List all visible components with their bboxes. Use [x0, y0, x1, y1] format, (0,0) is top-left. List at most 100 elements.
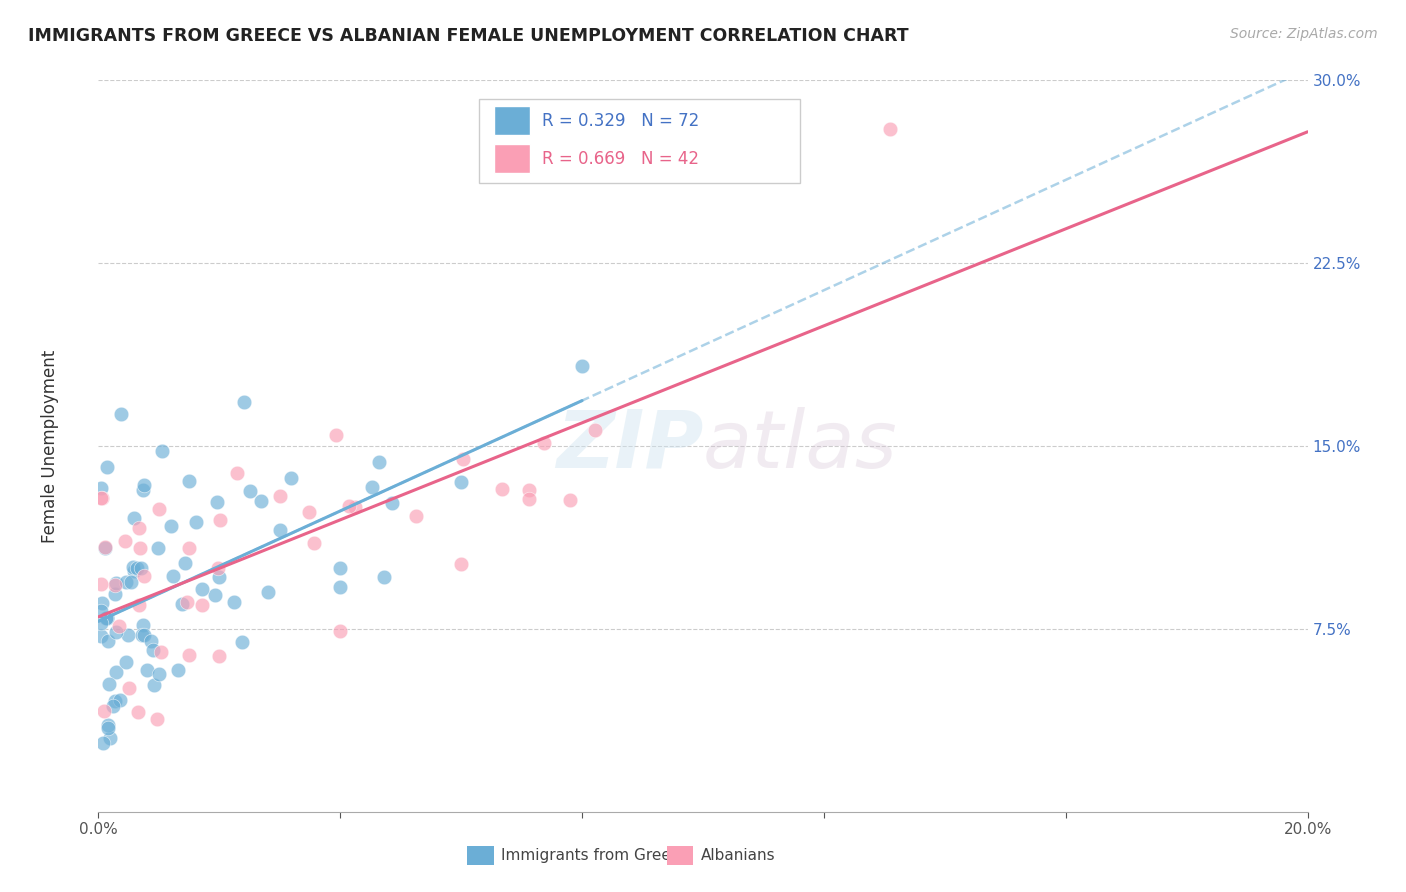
Point: [117, 628, 139, 642]
Point: [205, 494, 228, 508]
Point: [148, 666, 170, 681]
Point: [132, 628, 155, 642]
Point: [94, 540, 117, 554]
Point: [148, 501, 170, 516]
Point: [97, 634, 120, 648]
Point: [298, 505, 321, 519]
Point: [233, 395, 256, 409]
Point: [104, 576, 127, 591]
Point: [134, 568, 156, 582]
Text: IMMIGRANTS FROM GREECE VS ALBANIAN FEMALE UNEMPLOYMENT CORRELATION CHART: IMMIGRANTS FROM GREECE VS ALBANIAN FEMAL…: [28, 27, 908, 45]
Point: [149, 645, 172, 659]
Point: [90, 596, 112, 610]
Text: Source: ZipAtlas.com: Source: ZipAtlas.com: [1230, 27, 1378, 41]
Point: [104, 665, 127, 679]
Point: [115, 574, 138, 589]
Point: [239, 484, 262, 499]
Point: [104, 587, 127, 601]
Point: [325, 428, 347, 442]
Point: [122, 560, 145, 574]
Point: [96, 611, 118, 625]
Point: [190, 598, 212, 612]
Point: [146, 541, 169, 556]
Point: [129, 561, 152, 575]
Point: [191, 582, 214, 597]
Point: [125, 561, 148, 575]
Point: [339, 499, 361, 513]
Point: [121, 575, 143, 590]
Point: [280, 471, 302, 485]
Text: Female Unemployment: Female Unemployment: [41, 350, 59, 542]
Point: [209, 513, 232, 527]
Point: [224, 595, 246, 609]
Point: [170, 597, 193, 611]
Point: [329, 580, 352, 594]
Point: [129, 541, 152, 555]
Point: [207, 561, 229, 575]
Point: [97, 721, 120, 735]
Point: [142, 642, 165, 657]
Point: [517, 483, 540, 498]
Point: [208, 570, 231, 584]
Point: [257, 585, 280, 599]
Point: [127, 706, 149, 720]
Point: [361, 480, 384, 494]
Point: [90, 481, 112, 495]
Bar: [494, 144, 530, 173]
Point: [98, 676, 121, 690]
Point: [269, 489, 291, 503]
Point: [450, 557, 472, 571]
Text: Albanians: Albanians: [700, 848, 775, 863]
Point: [583, 423, 606, 437]
Point: [343, 500, 366, 514]
Point: [90, 604, 112, 618]
Point: [93, 736, 115, 750]
Text: atlas: atlas: [703, 407, 898, 485]
Point: [90, 629, 112, 643]
Point: [128, 521, 150, 535]
Point: [373, 570, 395, 584]
Point: [176, 595, 198, 609]
Point: [204, 588, 226, 602]
Point: [162, 568, 184, 582]
Point: [114, 655, 136, 669]
Point: [90, 616, 112, 631]
Point: [329, 624, 352, 638]
Point: [134, 478, 156, 492]
FancyBboxPatch shape: [479, 99, 800, 183]
Point: [90, 491, 112, 505]
Point: [160, 518, 183, 533]
Point: [122, 510, 145, 524]
Point: [107, 618, 129, 632]
Point: [90, 577, 112, 591]
Point: [173, 556, 195, 570]
Point: [131, 628, 153, 642]
Point: [104, 578, 127, 592]
Point: [139, 634, 162, 648]
Point: [96, 460, 118, 475]
Point: [491, 482, 513, 496]
Point: [97, 718, 120, 732]
Bar: [666, 847, 693, 865]
Point: [93, 705, 115, 719]
Point: [381, 496, 404, 510]
Bar: [494, 106, 530, 136]
Point: [124, 564, 146, 578]
Point: [110, 407, 132, 421]
Point: [250, 494, 273, 508]
Text: R = 0.669   N = 42: R = 0.669 N = 42: [543, 150, 699, 168]
Point: [90, 491, 112, 506]
Point: [302, 536, 325, 550]
Point: [96, 611, 118, 625]
Point: [135, 664, 157, 678]
Point: [114, 533, 136, 548]
Point: [110, 693, 132, 707]
Bar: [467, 847, 494, 865]
Point: [517, 492, 540, 507]
Point: [179, 475, 201, 489]
Text: Immigrants from Greece: Immigrants from Greece: [501, 848, 689, 863]
Point: [533, 435, 555, 450]
Point: [150, 443, 173, 458]
Point: [98, 731, 121, 746]
Point: [179, 541, 201, 556]
